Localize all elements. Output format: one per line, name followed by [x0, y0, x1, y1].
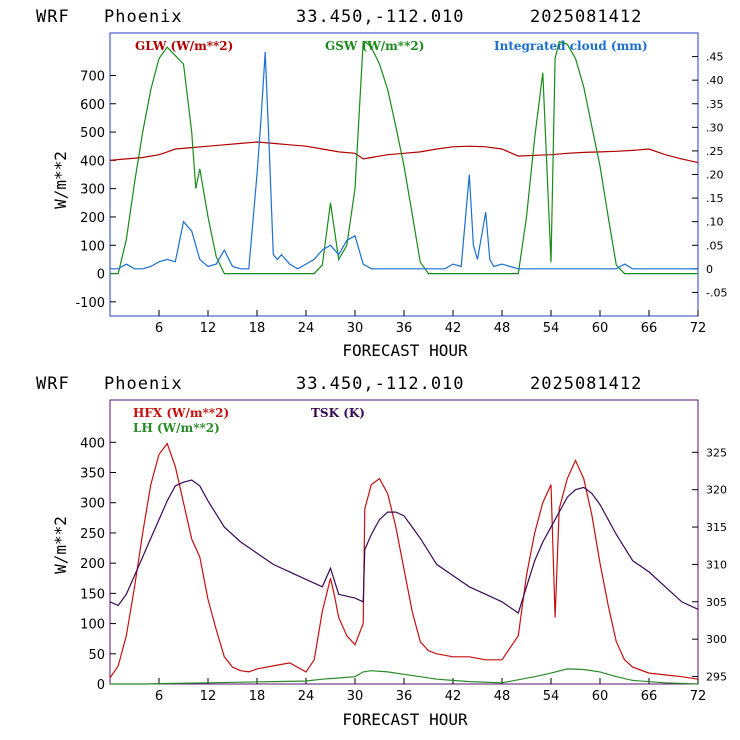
- y-tick-label: 400: [80, 436, 105, 451]
- x-tick-label: 36: [396, 321, 413, 336]
- y-tick-label: 150: [80, 587, 105, 602]
- panel-2-site: Phoenix: [104, 374, 183, 394]
- x-tick-label: 12: [200, 321, 217, 336]
- y-tick-label: 0: [97, 678, 105, 693]
- panel-2-x-axis-label: FORECAST HOUR: [342, 710, 468, 729]
- x-tick-label: 24: [298, 321, 315, 336]
- x-tick-label: 18: [249, 689, 266, 704]
- x-tick-label: 30: [347, 689, 364, 704]
- series-tsk-line: [109, 479, 699, 614]
- series-integrated-line: [110, 51, 698, 270]
- y-tick-label: 50: [88, 648, 105, 663]
- y2-tick-label: .45: [706, 51, 724, 64]
- y2-tick-label: 300: [706, 633, 727, 646]
- y-tick-label: 700: [80, 69, 105, 84]
- series-glw-line: [109, 141, 699, 164]
- x-tick-label: 66: [641, 321, 658, 336]
- panel-1-x-axis-label: FORECAST HOUR: [342, 341, 468, 360]
- y2-tick-label: 305: [706, 596, 727, 609]
- panel-1-chart: 6 12 18 24 30 36 42 48 54 60 66 72 -100 0 100 200 300 400…: [75, 32, 727, 336]
- y2-tick-label: .40: [706, 74, 724, 87]
- y2-tick-label: 310: [706, 558, 727, 571]
- panel-1-site: Phoenix: [104, 7, 183, 27]
- panel-2-coords: 33.450,-112.010: [296, 374, 465, 394]
- y-tick-label: 400: [80, 154, 105, 169]
- y-tick-label: -100: [75, 296, 105, 311]
- plot-frame: [109, 399, 699, 685]
- y2-tick-label: .25: [706, 145, 724, 158]
- y2-tick-label: .10: [706, 216, 724, 229]
- y-tick-label: 500: [80, 126, 105, 141]
- y2-tick-label: .30: [706, 121, 724, 134]
- panel-1-model: WRF: [36, 7, 70, 27]
- x-tick-label: 6: [155, 689, 163, 704]
- panel-2-model: WRF: [36, 374, 70, 394]
- y2-tick-label: .05: [706, 239, 724, 252]
- x-tick-label: 60: [592, 321, 609, 336]
- y2-tick-label: .35: [706, 98, 724, 111]
- panel-1-y-axis-label: W/m**2: [51, 151, 70, 209]
- y-tick-label: 350: [80, 467, 105, 482]
- y-tick-label: 100: [80, 618, 105, 633]
- legend-tsk: TSK (K): [311, 406, 365, 420]
- legend-gsw: GSW (W/m**2): [325, 39, 424, 53]
- y-tick-label: 300: [80, 497, 105, 512]
- y2-tick-label: 320: [706, 484, 727, 497]
- panel-2-run: 2025081412: [530, 374, 642, 394]
- panel-1-run: 2025081412: [530, 7, 642, 27]
- y2-tick-label: .15: [706, 192, 724, 205]
- panel-1-legend: GLW (W/m**2) GSW (W/m**2) Integrated clo…: [135, 39, 648, 53]
- x-tick-label: 24: [298, 689, 315, 704]
- panel-2-legend: HFX (W/m**2) LH (W/m**2) TSK (K): [133, 406, 365, 435]
- panel-1-coords: 33.450,-112.010: [296, 7, 465, 27]
- legend-integrated-cloud: Integrated cloud (mm): [494, 39, 648, 53]
- y2-tick-label: .20: [706, 169, 724, 182]
- legend-glw: GLW (W/m**2): [135, 39, 233, 53]
- x-tick-label: 6: [155, 321, 163, 336]
- legend-hfx: HFX (W/m**2): [133, 406, 229, 420]
- x-tick-label: 36: [396, 689, 413, 704]
- x-tick-label: 72: [690, 321, 707, 336]
- y-tick-label: 200: [80, 557, 105, 572]
- y-tick-label: 100: [80, 239, 105, 254]
- x-tick-label: 48: [494, 321, 511, 336]
- x-tick-label: 42: [445, 321, 462, 336]
- series-lh-line: [110, 668, 699, 685]
- series-gsw-line: [110, 40, 698, 275]
- y-tick-label: 0: [97, 268, 105, 283]
- x-tick-label: 30: [347, 321, 364, 336]
- panel-2-header: WRF Phoenix 33.450,-112.010 2025081412: [36, 374, 642, 394]
- x-tick-label: 54: [543, 321, 560, 336]
- x-tick-label: 54: [543, 689, 560, 704]
- x-tick-label: 48: [494, 689, 511, 704]
- panel-2-y-axis-label: W/m**2: [51, 516, 70, 574]
- x-tick-label: 60: [592, 689, 609, 704]
- y2-tick-label: 325: [706, 446, 727, 459]
- y2-tick-label: 295: [706, 671, 727, 684]
- x-tick-label: 42: [445, 689, 462, 704]
- x-tick-label: 18: [249, 321, 266, 336]
- y-tick-label: 300: [80, 183, 105, 198]
- panel-2-chart: 6 12 18 24 30 36 42 48 54 60 66 72 0 50 100 150 200 250 30…: [80, 399, 727, 704]
- x-tick-label: 72: [690, 689, 707, 704]
- y2-tick-label: 0: [706, 263, 713, 276]
- series-hfx-line: [109, 442, 699, 680]
- y2-tick-label: 315: [706, 521, 727, 534]
- x-tick-label: 66: [641, 689, 658, 704]
- x-tick-label: 12: [200, 689, 217, 704]
- y-tick-label: 200: [80, 211, 105, 226]
- y-tick-label: 600: [80, 98, 105, 113]
- panel-1-header: WRF Phoenix 33.450,-112.010 2025081412: [36, 7, 642, 27]
- y2-tick-label: -.05: [706, 286, 727, 299]
- legend-lh: LH (W/m**2): [133, 421, 220, 435]
- y-tick-label: 250: [80, 527, 105, 542]
